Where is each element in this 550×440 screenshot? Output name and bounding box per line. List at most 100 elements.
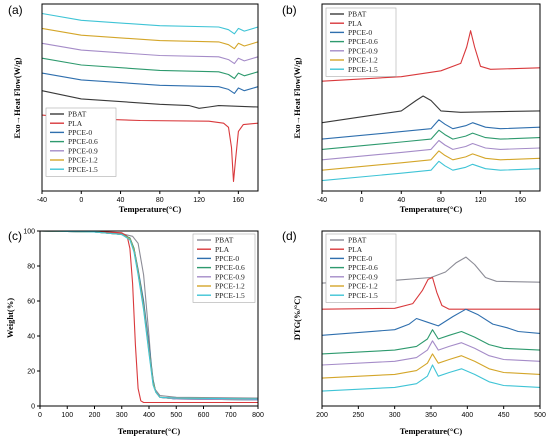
panel-b: (b) -40 0 40 80 120 160 Temperature(°C) Exo→H…	[282, 3, 541, 214]
panel-a-frame	[41, 3, 259, 192]
panel-a-x-axis-label: Temperature(°C)	[119, 204, 182, 214]
panel-d-x-tick-label: 450	[498, 412, 510, 419]
panel-a-series-pbat	[41, 90, 259, 109]
panel-a-series-ppce-0	[41, 72, 259, 94]
panel-c-legend: PBATPLAPPCE-0PPCE-0.6PPCE-0.9PPCE-1.2PPC…	[192, 233, 256, 303]
panel-d-series-ppce-0-6	[321, 329, 541, 355]
panel-d-letter: (d)	[282, 229, 297, 243]
panel-d-x-tick-label: 350	[425, 412, 437, 419]
panel-b-x-tick-label: 160	[514, 197, 526, 204]
panel-d-legend-label-ppce-1-2: PPCE-1.2	[348, 282, 378, 291]
panel-b-legend-label-ppce-0-9: PPCE-0.9	[348, 46, 378, 55]
panel-c-x-tick-label: 800	[252, 412, 264, 419]
panel-a-x-tick-label: 40	[117, 197, 125, 204]
panel-d-x-ticks: 200 250 300 350 400 450 500	[316, 406, 546, 419]
panel-d-legend-label-ppce-0-9: PPCE-0.9	[348, 272, 378, 281]
panel-a-series-ppce-1-2	[41, 27, 259, 50]
panel-c-legend-label-ppce-0-9: PPCE-0.9	[215, 272, 245, 281]
panel-a-x-tick-label: -40	[37, 197, 47, 204]
panel-c-legend-label-pbat: PBAT	[215, 236, 234, 245]
panel-c: (c) 0 100 200 300 400 500 600 700 800 0 20 40 60 80 1…	[5, 229, 264, 437]
panel-a-legend-label-ppce-0-9: PPCE-0.9	[68, 146, 98, 155]
panel-b-legend-label-ppce-0: PPCE-0	[348, 28, 372, 37]
panel-a-legend-label-ppce-0-6: PPCE-0.6	[68, 137, 98, 146]
panel-c-y-tick-label: 20	[27, 369, 35, 376]
panel-b-letter: (b)	[282, 3, 297, 17]
panel-d-series-ppce-1-5	[321, 364, 541, 392]
panel-b-legend-label-ppce-0-6: PPCE-0.6	[348, 37, 378, 46]
panel-b-series-ppce-0	[321, 119, 541, 140]
panel-c-x-tick-label: 200	[89, 412, 101, 419]
panel-b-legend-label-pla: PLA	[348, 19, 363, 28]
panel-c-series-ppce-1-5	[39, 230, 259, 400]
panel-b-x-tick-label: 0	[360, 197, 364, 204]
panel-a-series-pla	[41, 114, 259, 183]
panel-c-legend-label-ppce-0: PPCE-0	[215, 254, 239, 263]
panel-a-series-ppce-0-9	[41, 42, 259, 65]
panel-b-series-ppce-0-6	[321, 129, 541, 150]
panel-c-y-tick-label: 80	[27, 264, 35, 271]
panel-d-x-axis-label: Temperature(°C)	[400, 426, 463, 436]
panel-c-legend-label-pla: PLA	[215, 245, 230, 254]
panel-a-legend: PBATPLAPPCE-0PPCE-0.6PPCE-0.9PPCE-1.2PPC…	[45, 107, 117, 177]
panel-b-series	[321, 30, 541, 182]
panel-c-legend-label-ppce-1-5: PPCE-1.5	[215, 291, 245, 300]
panel-c-series-pla	[39, 230, 258, 404]
panel-d-series	[321, 256, 541, 392]
panel-d-x-tick-label: 300	[389, 412, 401, 419]
panel-b-series-ppce-1-5	[321, 160, 541, 182]
panel-d-series-ppce-1-2	[321, 353, 541, 379]
panel-b-x-ticks: -40 0 40 80 120 160	[317, 191, 526, 204]
panel-c-series-pbat	[39, 230, 259, 399]
panel-a-legend-label-pbat: PBAT	[68, 110, 87, 119]
panel-a-series-ppce-1-5	[41, 12, 259, 35]
panel-a-letter: (a)	[8, 3, 23, 17]
panel-c-x-tick-label: 600	[198, 412, 210, 419]
panel-c-letter: (c)	[8, 229, 22, 243]
panel-d-series-ppce-0-9	[321, 340, 541, 366]
panel-b-x-tick-label: 40	[397, 197, 405, 204]
panel-c-x-tick-label: 0	[38, 412, 42, 419]
panel-a-y-axis-label: Exo→Heat Flow(W/g)	[12, 57, 22, 138]
panel-d-series-pbat	[321, 256, 541, 284]
panel-d-legend-label-ppce-0-6: PPCE-0.6	[348, 263, 378, 272]
panel-b-series-pbat	[321, 95, 541, 124]
panel-b-x-tick-label: -40	[317, 197, 327, 204]
panel-d-legend: PBATPLAPPCE-0PPCE-0.6PPCE-0.9PPCE-1.2PPC…	[325, 233, 397, 303]
panel-d-legend-label-pbat: PBAT	[348, 236, 367, 245]
panel-d-x-tick-label: 200	[316, 412, 328, 419]
panel-c-x-axis-label: Temperature(°C)	[118, 426, 181, 436]
panel-a-series	[41, 12, 259, 183]
panel-d-series-pla	[321, 276, 540, 310]
panel-c-x-tick-label: 700	[225, 412, 237, 419]
panel-a-x-tick-label: 120	[193, 197, 205, 204]
panel-c-y-tick-label: 60	[27, 299, 35, 306]
panel-b-x-tick-label: 120	[475, 197, 487, 204]
panel-a-series-ppce-0-6	[41, 57, 259, 80]
panel-b-y-axis-label: Exo→Heat Flow(W/g)	[292, 57, 302, 138]
panel-b-legend: PBATPLAPPCE-0PPCE-0.6PPCE-0.9PPCE-1.2PPC…	[325, 7, 397, 77]
panel-a: (a) -40 0 40 80 120 160 Temperature(°C) Exo→H…	[8, 3, 259, 214]
panel-c-x-ticks: 0 100 200 300 400 500 600 700 800	[38, 406, 264, 419]
panel-b-legend-label-ppce-1-2: PPCE-1.2	[348, 56, 378, 65]
panel-a-legend-label-ppce-0: PPCE-0	[68, 128, 92, 137]
panel-d-legend-label-pla: PLA	[348, 245, 363, 254]
panel-d-x-tick-label: 500	[534, 412, 546, 419]
panel-c-y-axis-label: Weight(%)	[5, 298, 15, 338]
panel-c-legend-label-ppce-0-6: PPCE-0.6	[215, 263, 245, 272]
panel-d-x-tick-label: 400	[461, 412, 473, 419]
panel-c-x-tick-label: 300	[116, 412, 128, 419]
panel-b-x-axis-label: Temperature(°C)	[400, 204, 463, 214]
panel-c-y-ticks: 0 20 40 60 80 100	[23, 229, 40, 411]
panel-a-legend-label-ppce-1-5: PPCE-1.5	[68, 165, 98, 174]
panel-b-legend-label-ppce-1-5: PPCE-1.5	[348, 65, 378, 74]
panel-a-x-tick-label: 0	[79, 197, 83, 204]
panel-b-series-pla	[321, 30, 541, 82]
panel-c-y-tick-label: 40	[27, 334, 35, 341]
panel-d-legend-label-ppce-1-5: PPCE-1.5	[348, 291, 378, 300]
panel-a-x-tick-label: 160	[233, 197, 245, 204]
panel-a-x-ticks: -40 0 40 80 120 160	[37, 191, 244, 204]
panel-d-series-ppce-0	[321, 308, 541, 336]
panel-d-y-axis-label: DTG(%/°C)	[292, 296, 302, 341]
